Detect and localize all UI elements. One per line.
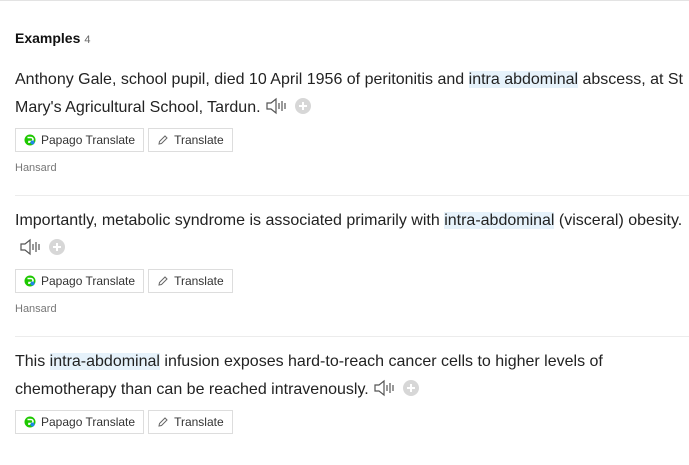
examples-count: 4 [84, 34, 91, 46]
translate-button-row: Papago Translate Translate [15, 128, 689, 152]
papago-logo-icon [24, 134, 36, 146]
papago-logo-icon [24, 416, 36, 428]
sentence-text: infusion exposes hard-to-reach cancer ce… [15, 353, 603, 398]
source-label: Hansard [15, 303, 57, 315]
example-item: Importantly, metabolic syndrome is assoc… [15, 207, 689, 315]
top-divider [0, 0, 689, 1]
example-sentence: Importantly, metabolic syndrome is assoc… [15, 207, 689, 263]
translate-label: Translate [174, 133, 224, 147]
pencil-icon [157, 275, 169, 287]
speaker-icon[interactable] [265, 97, 289, 115]
papago-translate-label: Papago Translate [41, 415, 136, 429]
sentence-text: abscess, at St Mary's Agricultural Schoo… [15, 71, 683, 116]
example-divider [15, 336, 689, 337]
translate-label: Translate [174, 274, 224, 288]
translate-button[interactable]: Translate [148, 410, 233, 434]
examples-header: Examples 4 [15, 30, 91, 46]
papago-translate-button[interactable]: Papago Translate [15, 128, 145, 152]
example-item: This intra-abdominal infusion exposes ha… [15, 348, 689, 434]
plus-circle-icon[interactable] [49, 238, 65, 255]
sentence-text: This [15, 353, 50, 370]
example-sentence: Anthony Gale, school pupil, died 10 Apri… [15, 66, 689, 122]
pencil-icon [157, 134, 169, 146]
translate-label: Translate [174, 415, 224, 429]
speaker-icon[interactable] [373, 379, 397, 397]
papago-translate-button[interactable]: Papago Translate [15, 410, 145, 434]
example-sentence: This intra-abdominal infusion exposes ha… [15, 348, 689, 404]
translate-button[interactable]: Translate [148, 269, 233, 293]
source-label: Hansard [15, 162, 57, 174]
examples-title: Examples [15, 30, 81, 46]
highlighted-term: intra-abdominal [444, 212, 555, 229]
papago-translate-label: Papago Translate [41, 133, 136, 147]
plus-circle-icon[interactable] [294, 97, 311, 114]
example-item: Anthony Gale, school pupil, died 10 Apri… [15, 66, 689, 174]
sentence-text: Importantly, metabolic syndrome is assoc… [15, 212, 445, 229]
papago-translate-button[interactable]: Papago Translate [15, 269, 145, 293]
example-divider [15, 195, 689, 196]
sentence-text: Anthony Gale, school pupil, died 10 Apri… [15, 71, 469, 88]
translate-button-row: Papago Translate Translate [15, 410, 689, 434]
plus-circle-icon[interactable] [402, 379, 419, 396]
papago-translate-label: Papago Translate [41, 274, 136, 288]
translate-button-row: Papago Translate Translate [15, 269, 689, 293]
pencil-icon [157, 416, 169, 428]
highlighted-term: intra-abdominal [49, 353, 160, 370]
translate-button[interactable]: Translate [148, 128, 233, 152]
sentence-text: (visceral) obesity. [554, 212, 683, 229]
speaker-icon[interactable] [19, 238, 43, 256]
highlighted-term: intra abdominal [468, 71, 579, 88]
papago-logo-icon [24, 275, 36, 287]
